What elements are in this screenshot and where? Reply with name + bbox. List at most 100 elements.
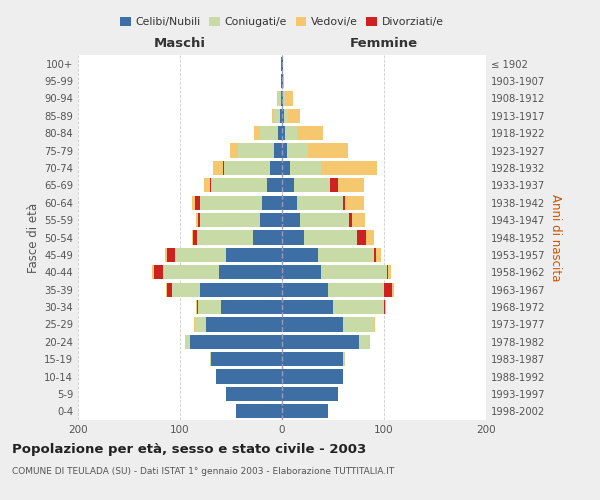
- Bar: [358, 230, 365, 244]
- Bar: [330, 178, 338, 192]
- Bar: [278, 126, 282, 140]
- Bar: [194, 318, 196, 332]
- Bar: [190, 334, 282, 349]
- Bar: [282, 282, 328, 297]
- Bar: [152, 265, 155, 280]
- Bar: [281, 56, 282, 71]
- Bar: [318, 248, 374, 262]
- Bar: [163, 265, 219, 280]
- Bar: [387, 265, 388, 280]
- Text: Popolazione per età, sesso e stato civile - 2003: Popolazione per età, sesso e stato civil…: [12, 442, 366, 456]
- Bar: [216, 370, 282, 384]
- Bar: [274, 108, 280, 123]
- Bar: [282, 334, 359, 349]
- Bar: [200, 282, 282, 297]
- Bar: [388, 265, 391, 280]
- Bar: [282, 404, 328, 418]
- Bar: [224, 161, 270, 175]
- Bar: [192, 196, 196, 210]
- Bar: [308, 144, 349, 158]
- Bar: [282, 92, 283, 106]
- Bar: [282, 126, 285, 140]
- Bar: [196, 318, 206, 332]
- Bar: [282, 56, 283, 71]
- Bar: [282, 265, 321, 280]
- Bar: [282, 248, 318, 262]
- Bar: [230, 144, 238, 158]
- Bar: [262, 196, 282, 210]
- Bar: [282, 230, 304, 244]
- Bar: [209, 178, 211, 192]
- Bar: [392, 282, 394, 297]
- Bar: [167, 248, 175, 262]
- Bar: [298, 126, 323, 140]
- Bar: [164, 248, 167, 262]
- Bar: [282, 318, 343, 332]
- Bar: [282, 74, 283, 88]
- Bar: [175, 248, 226, 262]
- Bar: [343, 196, 345, 210]
- Text: Maschi: Maschi: [154, 37, 206, 50]
- Bar: [304, 230, 358, 244]
- Bar: [226, 387, 282, 401]
- Bar: [321, 265, 387, 280]
- Bar: [274, 144, 282, 158]
- Bar: [282, 352, 343, 366]
- Bar: [376, 248, 381, 262]
- Bar: [254, 126, 260, 140]
- Bar: [301, 213, 349, 227]
- Bar: [221, 300, 282, 314]
- Bar: [260, 126, 278, 140]
- Bar: [374, 248, 376, 262]
- Bar: [200, 196, 262, 210]
- Bar: [369, 334, 370, 349]
- Bar: [365, 230, 374, 244]
- Bar: [352, 213, 365, 227]
- Bar: [283, 92, 285, 106]
- Bar: [282, 387, 338, 401]
- Bar: [280, 108, 282, 123]
- Bar: [294, 178, 330, 192]
- Bar: [290, 161, 321, 175]
- Bar: [282, 108, 284, 123]
- Bar: [384, 300, 385, 314]
- Bar: [333, 300, 384, 314]
- Bar: [197, 300, 199, 314]
- Y-axis label: Anni di nascita: Anni di nascita: [549, 194, 562, 281]
- Bar: [284, 108, 288, 123]
- Bar: [343, 318, 374, 332]
- Bar: [172, 282, 200, 297]
- Bar: [345, 196, 364, 210]
- Bar: [285, 92, 293, 106]
- Bar: [211, 178, 267, 192]
- Bar: [167, 282, 172, 297]
- Bar: [270, 161, 282, 175]
- Bar: [219, 265, 282, 280]
- Bar: [343, 352, 345, 366]
- Bar: [223, 161, 224, 175]
- Bar: [282, 213, 301, 227]
- Bar: [267, 178, 282, 192]
- Bar: [196, 300, 197, 314]
- Bar: [285, 126, 298, 140]
- Bar: [226, 248, 282, 262]
- Bar: [253, 230, 282, 244]
- Bar: [374, 318, 375, 332]
- Y-axis label: Fasce di età: Fasce di età: [27, 202, 40, 272]
- Text: Femmine: Femmine: [350, 37, 418, 50]
- Bar: [206, 318, 282, 332]
- Bar: [196, 196, 200, 210]
- Bar: [199, 300, 221, 314]
- Bar: [197, 230, 253, 244]
- Bar: [238, 144, 274, 158]
- Bar: [282, 300, 333, 314]
- Bar: [200, 213, 260, 227]
- Bar: [205, 178, 209, 192]
- Bar: [209, 352, 211, 366]
- Bar: [277, 92, 278, 106]
- Bar: [283, 74, 284, 88]
- Bar: [282, 178, 294, 192]
- Bar: [287, 144, 308, 158]
- Bar: [185, 334, 190, 349]
- Bar: [278, 92, 281, 106]
